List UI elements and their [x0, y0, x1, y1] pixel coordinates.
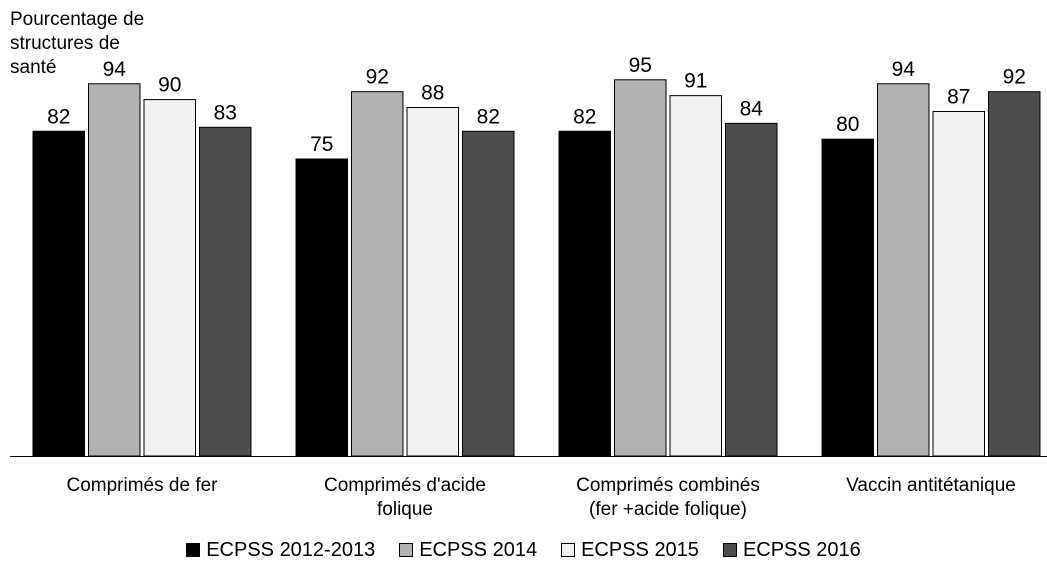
data-label: 90	[158, 74, 181, 97]
bar-4-3	[932, 110, 985, 457]
bar-3-2	[614, 79, 667, 457]
legend-swatch	[186, 543, 201, 557]
legend-label: ECPSS 2012-2013	[206, 539, 376, 561]
bar-4-2	[877, 83, 930, 457]
legend-swatch	[399, 543, 414, 557]
bar-2-3	[406, 107, 459, 457]
bar-2-4	[462, 130, 515, 457]
bar-1-3	[143, 99, 196, 457]
category-label: Comprimés d'acide folique	[324, 475, 486, 520]
category-label: Comprimés combinés (fer +acide folique)	[576, 475, 760, 520]
bar-4-4	[988, 91, 1041, 457]
legend-item: ECPSS 2012-2013	[186, 538, 375, 562]
legend-swatch	[561, 543, 576, 557]
chart-legend: ECPSS 2012-2013 ECPSS 2014 ECPSS 2015 ECPSS…	[0, 538, 1047, 562]
bar-3-1	[558, 130, 611, 457]
data-label: 87	[947, 85, 970, 108]
data-label: 95	[629, 54, 652, 77]
bar-3-4	[725, 122, 778, 457]
legend-swatch	[722, 543, 737, 557]
legend-label: ECPSS 2014	[419, 539, 538, 561]
category-label: Vaccin antitétanique	[846, 475, 1016, 496]
bar-2-2	[351, 91, 404, 457]
legend-label: ECPSS 2015	[581, 539, 699, 561]
legend-label: ECPSS 2016	[742, 539, 861, 561]
legend-item: ECPSS 2014	[399, 538, 537, 562]
data-label: 82	[477, 105, 500, 128]
bar-2-1	[295, 158, 348, 457]
data-label: 94	[892, 58, 916, 81]
data-label: 91	[684, 70, 707, 93]
category-label: Comprimés de fer	[67, 475, 219, 496]
data-label: 80	[836, 113, 859, 136]
bar-1-2	[88, 83, 141, 457]
data-label: 83	[214, 101, 237, 124]
data-label: 75	[310, 133, 333, 156]
data-label: 88	[421, 82, 444, 105]
data-label: 82	[573, 105, 596, 128]
bar-3-3	[669, 95, 722, 457]
data-label: 94	[103, 58, 127, 81]
legend-item: ECPSS 2015	[561, 538, 699, 562]
y-axis-label: Pourcentage de structures de santé	[10, 9, 145, 78]
data-label: 92	[366, 66, 389, 89]
data-label: 84	[740, 97, 764, 120]
data-label: 92	[1003, 66, 1026, 89]
data-label: 82	[47, 105, 70, 128]
bar-1-1	[32, 130, 85, 457]
bar-4-1	[821, 138, 874, 457]
legend-item: ECPSS 2016	[722, 538, 861, 562]
bar-1-4	[199, 126, 252, 457]
